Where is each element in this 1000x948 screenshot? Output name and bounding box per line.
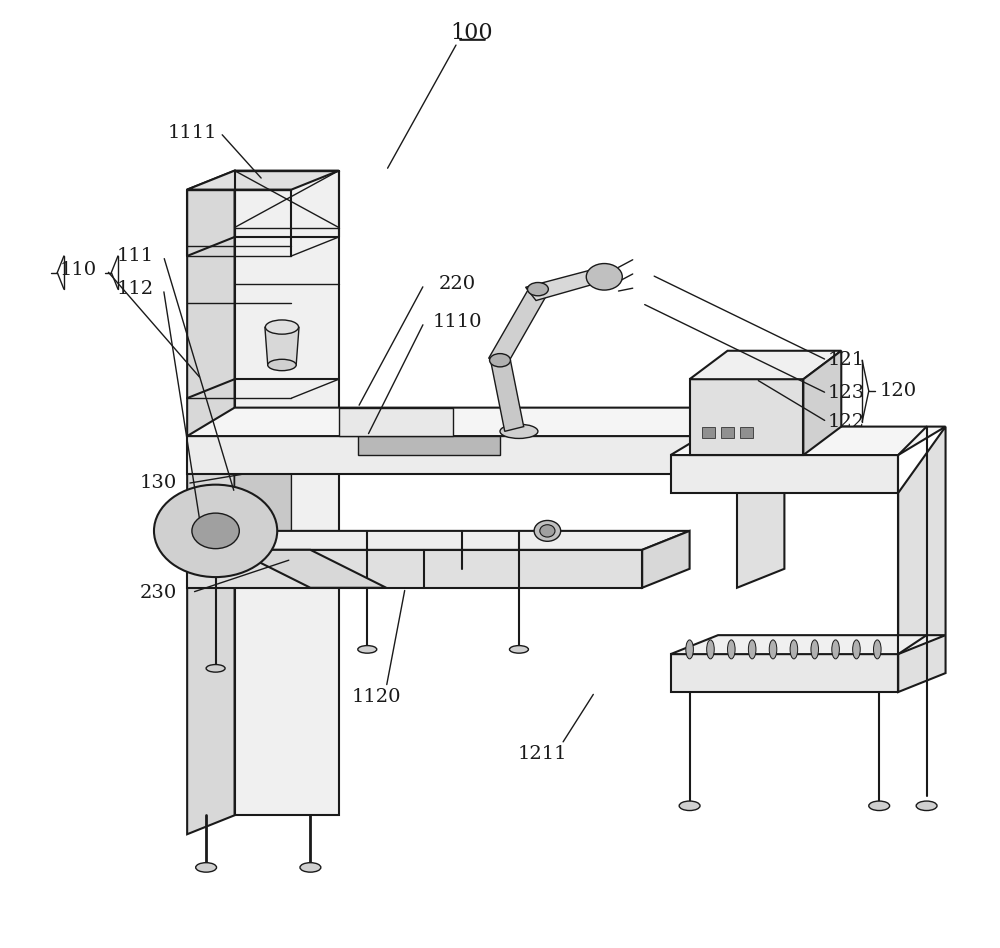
Polygon shape bbox=[526, 270, 600, 301]
Ellipse shape bbox=[586, 264, 622, 290]
Ellipse shape bbox=[490, 354, 510, 367]
Bar bbox=[740, 427, 753, 438]
Polygon shape bbox=[187, 550, 642, 588]
Ellipse shape bbox=[790, 640, 798, 659]
Ellipse shape bbox=[527, 283, 548, 296]
Ellipse shape bbox=[154, 484, 277, 577]
Text: 1120: 1120 bbox=[352, 688, 402, 705]
Ellipse shape bbox=[358, 646, 377, 653]
Polygon shape bbox=[803, 351, 841, 455]
Text: 1211: 1211 bbox=[518, 745, 567, 762]
Polygon shape bbox=[491, 356, 524, 431]
Ellipse shape bbox=[265, 320, 299, 335]
Polygon shape bbox=[898, 427, 946, 692]
Polygon shape bbox=[235, 455, 291, 569]
Text: 122: 122 bbox=[827, 413, 865, 430]
Polygon shape bbox=[671, 427, 946, 455]
Polygon shape bbox=[339, 408, 453, 436]
Text: 112: 112 bbox=[116, 281, 154, 298]
Bar bbox=[702, 427, 715, 438]
Ellipse shape bbox=[500, 424, 538, 438]
Text: 110: 110 bbox=[60, 262, 97, 279]
Ellipse shape bbox=[769, 640, 777, 659]
Ellipse shape bbox=[206, 665, 225, 672]
Ellipse shape bbox=[707, 640, 714, 659]
Text: 121: 121 bbox=[827, 352, 865, 369]
Ellipse shape bbox=[869, 801, 890, 811]
Ellipse shape bbox=[728, 640, 735, 659]
Polygon shape bbox=[690, 379, 803, 455]
Ellipse shape bbox=[679, 801, 700, 811]
Ellipse shape bbox=[509, 646, 528, 653]
Ellipse shape bbox=[268, 359, 296, 371]
Polygon shape bbox=[737, 408, 784, 588]
Polygon shape bbox=[671, 654, 898, 692]
Text: 220: 220 bbox=[439, 276, 476, 293]
Ellipse shape bbox=[300, 863, 321, 872]
Polygon shape bbox=[489, 289, 547, 360]
Polygon shape bbox=[642, 531, 690, 588]
Text: 1111: 1111 bbox=[167, 124, 217, 141]
Polygon shape bbox=[671, 635, 946, 654]
Polygon shape bbox=[671, 455, 898, 493]
Text: 123: 123 bbox=[827, 385, 865, 402]
Polygon shape bbox=[187, 531, 690, 550]
Polygon shape bbox=[265, 327, 299, 365]
Polygon shape bbox=[187, 171, 339, 190]
Text: 230: 230 bbox=[140, 584, 177, 601]
Polygon shape bbox=[358, 436, 500, 455]
Ellipse shape bbox=[832, 640, 839, 659]
Text: 100: 100 bbox=[450, 22, 493, 45]
Ellipse shape bbox=[874, 640, 881, 659]
Polygon shape bbox=[235, 550, 386, 588]
Polygon shape bbox=[187, 171, 235, 834]
Ellipse shape bbox=[686, 640, 693, 659]
Bar bbox=[721, 427, 734, 438]
Polygon shape bbox=[235, 171, 339, 815]
Ellipse shape bbox=[540, 525, 555, 537]
Text: 120: 120 bbox=[880, 382, 917, 400]
Ellipse shape bbox=[196, 863, 217, 872]
Polygon shape bbox=[690, 351, 841, 379]
Ellipse shape bbox=[916, 801, 937, 811]
Ellipse shape bbox=[748, 640, 756, 659]
Text: 130: 130 bbox=[140, 475, 177, 492]
Text: 1110: 1110 bbox=[433, 314, 482, 331]
Text: 111: 111 bbox=[116, 247, 154, 264]
Ellipse shape bbox=[192, 513, 239, 549]
Ellipse shape bbox=[853, 640, 860, 659]
Ellipse shape bbox=[534, 520, 561, 541]
Polygon shape bbox=[187, 436, 737, 474]
Ellipse shape bbox=[811, 640, 819, 659]
Polygon shape bbox=[187, 408, 784, 436]
